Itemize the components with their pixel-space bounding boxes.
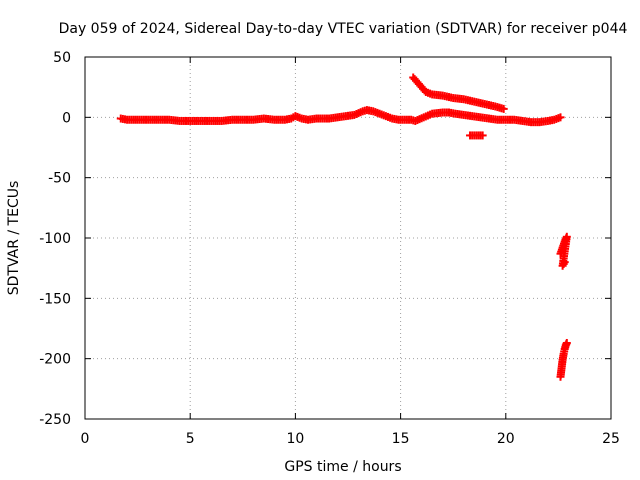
data-point — [562, 338, 571, 347]
data-point — [556, 113, 565, 122]
x-tick-label: 15 — [392, 431, 410, 447]
y-tick-label: -150 — [39, 291, 71, 307]
x-tick-label: 20 — [497, 431, 515, 447]
data-point — [478, 131, 487, 140]
y-tick-label: -200 — [39, 352, 71, 368]
y-tick-label: 50 — [53, 50, 71, 66]
x-axis-label: GPS time / hours — [284, 459, 401, 475]
y-axis-label: SDTVAR / TECUs — [6, 181, 22, 296]
y-tick-label: -50 — [48, 171, 71, 187]
x-tick-label: 0 — [81, 431, 90, 447]
y-tick-label: -100 — [39, 231, 71, 247]
x-tick-label: 5 — [186, 431, 195, 447]
y-tick-label: -250 — [39, 412, 71, 428]
data-points — [116, 73, 571, 381]
axis-ticks: 0 5 10 15 20 25 -250 -200 -150 -100 -50 0 50 — [39, 50, 620, 447]
grid-lines — [85, 57, 611, 419]
chart-title: Day 059 of 2024, Sidereal Day-to-day VTE… — [59, 21, 628, 37]
plot-frame — [84, 56, 612, 420]
y-tick-label: 0 — [62, 110, 71, 126]
x-tick-label: 25 — [602, 431, 620, 447]
x-tick-label: 10 — [286, 431, 304, 447]
data-point — [560, 258, 569, 267]
data-point — [499, 104, 508, 113]
